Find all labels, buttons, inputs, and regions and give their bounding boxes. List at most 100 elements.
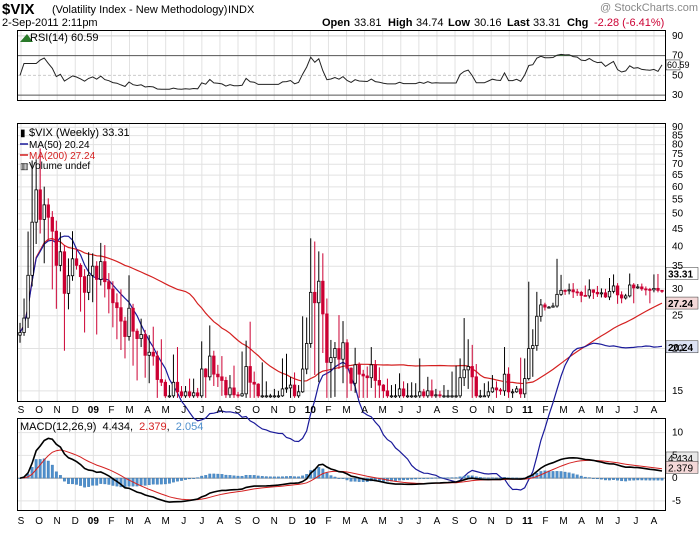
candle-body-151	[628, 284, 632, 297]
macd-x-tick-label-8: M	[162, 516, 170, 527]
candle-body-46	[204, 368, 208, 378]
macd-x-tick-label-29: F	[542, 516, 548, 527]
quote-last-label: Last	[507, 17, 530, 29]
candle-body-101	[426, 390, 430, 397]
candle-body-60	[260, 395, 264, 398]
macd-hist-bar-65	[281, 476, 284, 479]
macd-hist-bar-29	[135, 477, 139, 487]
macd-x-tick-label-34: J	[633, 516, 638, 527]
x-tick-label-4: 09	[88, 405, 100, 416]
candle-body-65	[280, 388, 285, 397]
candle-body-140	[583, 294, 587, 297]
x-tick-label-7: A	[144, 405, 151, 416]
macd-x-tick-label-0: S	[18, 516, 25, 527]
candle-body-11	[62, 251, 67, 294]
macd-hist-bar-33	[151, 477, 155, 485]
candle-body-124	[519, 388, 523, 395]
macd-x-tick-label-13: O	[252, 516, 260, 527]
macd-x-tick-label-35: A	[651, 516, 658, 527]
macd-hist-bar-138	[575, 474, 579, 479]
symbol: $VIX	[2, 1, 35, 18]
candle-body-42	[187, 391, 192, 397]
candle-body-147	[611, 285, 616, 292]
macd-hist-bar-66	[285, 476, 288, 479]
macd-hist-bar-77	[329, 475, 333, 479]
quote-open-label: Open	[322, 17, 350, 29]
macd-x-tick-label-21: J	[398, 516, 403, 527]
candle-body-83	[353, 364, 357, 384]
candle-body-104	[438, 394, 442, 397]
candle-body-94	[397, 388, 402, 397]
quote-open-value: 33.81	[354, 17, 382, 29]
x-tick-label-23: A	[434, 405, 441, 416]
macd-hist-bar-156	[648, 477, 652, 481]
rsi-tick-label-1: 70	[672, 51, 684, 62]
macd-hist-bar-68	[293, 476, 296, 479]
last-price-tag-label: 33.31	[668, 269, 693, 280]
candle-body-14	[74, 258, 79, 266]
macd-hist-bar-95	[402, 477, 405, 481]
macd-x-tick-label-23: A	[434, 516, 441, 527]
macd-hist-bar-36	[163, 477, 167, 485]
candle-body-21	[103, 261, 107, 283]
macd-hist-bar-55	[240, 475, 244, 479]
rsi-line	[19, 53, 663, 90]
candle-body-6	[42, 204, 46, 220]
macd-hist-bar-159	[660, 477, 664, 481]
macd-hist-bar-61	[264, 476, 268, 479]
macd-hist-bar-119	[499, 477, 502, 479]
candle-body-40	[179, 391, 184, 397]
candle-body-52	[228, 387, 232, 396]
ma200-line	[19, 237, 663, 385]
rsi-label: RSI(14) 60.59	[30, 32, 98, 44]
quote-last-value: 33.31	[533, 17, 561, 29]
exchange: INDX	[228, 4, 255, 16]
candle-body-70	[300, 368, 305, 393]
macd-hist-bar-143	[595, 477, 599, 480]
macd-hist-bar-9	[54, 471, 58, 479]
macd-x-tick-label-19: A	[361, 516, 368, 527]
macd-hist-bar-109	[458, 476, 462, 479]
symbol-name: (Volatility Index - New Methodology)	[52, 4, 227, 16]
macd-hist-bar-18	[91, 477, 95, 486]
macd-hist-bar-136	[567, 472, 571, 479]
macd-hist-bar-141	[587, 477, 591, 479]
candle-body-92	[389, 395, 394, 398]
macd-tick-label-0: 10	[672, 428, 684, 439]
candle-body-123	[514, 388, 519, 393]
macd-hist-bar-21	[103, 477, 107, 485]
macd-x-tick-label-18: M	[342, 516, 350, 527]
macd-hist-bar-17	[87, 477, 91, 487]
macd-hist-bar-14	[75, 477, 78, 485]
macd-hist-bar-56	[244, 474, 248, 479]
candle-body-0	[18, 332, 22, 336]
macd-hist-bar-99	[418, 477, 422, 479]
macd-hist-bar-38	[172, 477, 175, 483]
macd-hist-bar-150	[624, 477, 628, 482]
macd-x-tick-label-3: D	[72, 516, 79, 527]
candle-body-4	[34, 189, 38, 223]
macd-hist-bar-49	[216, 473, 220, 479]
macd-x-tick-label-26: N	[488, 516, 495, 527]
quote-low-label: Low	[448, 17, 470, 29]
candle-body-154	[640, 286, 644, 290]
x-tick-label-1: O	[35, 405, 43, 416]
macd-x-tick-label-4: 09	[88, 516, 100, 527]
x-tick-label-32: M	[596, 405, 604, 416]
candle-body-133	[555, 293, 559, 307]
candle-body-159	[660, 289, 664, 292]
candle-body-36	[163, 381, 168, 397]
candle-body-141	[587, 289, 591, 297]
macd-hist-bar-105	[442, 477, 446, 479]
x-tick-label-29: F	[542, 405, 548, 416]
macd-hist-bar-58	[252, 475, 256, 479]
candle-body-149	[619, 294, 624, 299]
macd-x-tick-label-17: F	[325, 516, 331, 527]
macd-hist-bar-69	[297, 476, 301, 479]
macd-hist-bar-106	[446, 477, 450, 479]
macd-hist-bar-151	[628, 477, 632, 481]
candle-body-109	[458, 377, 462, 397]
candle-body-122	[510, 391, 515, 394]
macd-hist-bar-30	[139, 477, 143, 486]
macd-hist-bar-115	[482, 477, 486, 479]
